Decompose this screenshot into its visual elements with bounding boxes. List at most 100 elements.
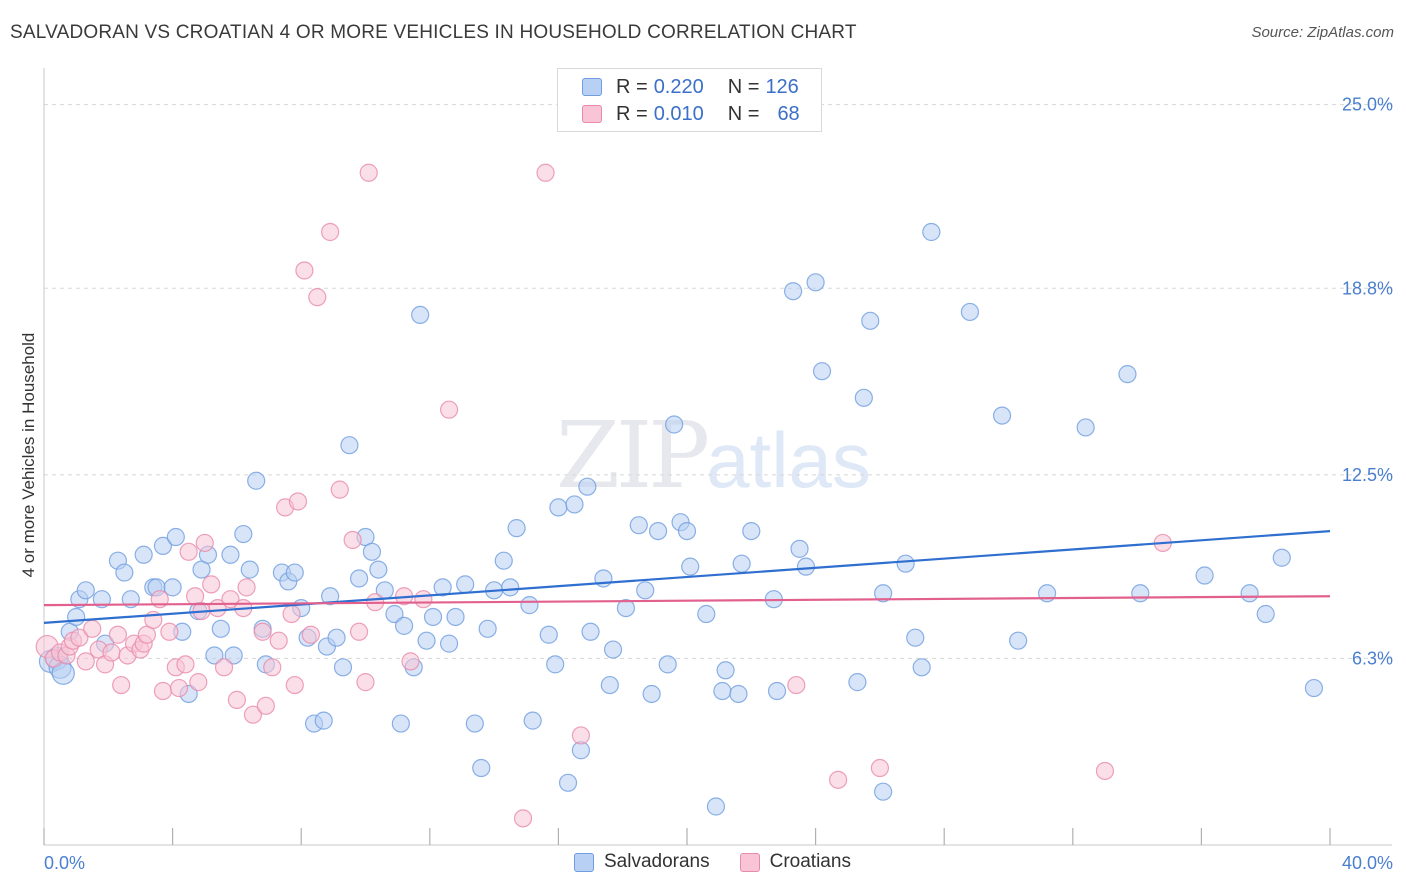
y-tick-label: 25.0%	[1342, 95, 1393, 115]
data-point	[665, 415, 684, 434]
data-point	[812, 362, 832, 381]
data-point	[565, 495, 584, 514]
data-point	[83, 619, 102, 638]
data-point	[76, 581, 95, 600]
data-point	[456, 575, 475, 594]
data-point	[414, 590, 433, 609]
data-point	[648, 521, 668, 541]
data-point	[806, 273, 825, 292]
data-point	[189, 673, 208, 692]
data-point	[767, 681, 787, 701]
data-point	[697, 604, 716, 624]
data-point	[677, 521, 697, 541]
data-point	[558, 773, 578, 792]
data-point	[340, 436, 359, 455]
data-point	[549, 498, 568, 517]
data-point	[787, 675, 806, 695]
data-point	[67, 607, 86, 627]
data-point	[520, 596, 539, 615]
data-point	[285, 675, 304, 695]
data-point	[417, 631, 436, 650]
data-point	[742, 521, 761, 541]
data-point	[295, 261, 314, 280]
data-point	[288, 492, 308, 511]
data-point	[642, 684, 661, 704]
tick-labels: 6.3% 12.5% 18.8% 25.0% 0.0% 40.0%	[44, 95, 1393, 873]
data-point	[169, 678, 189, 698]
data-point	[829, 770, 848, 789]
data-point	[301, 625, 320, 644]
data-point	[1095, 761, 1115, 781]
data-point	[629, 516, 648, 535]
legend-n-label: N =	[727, 102, 760, 125]
watermark-atlas: atlas	[706, 416, 871, 504]
y-tick-label: 6.3%	[1352, 648, 1393, 668]
data-point	[253, 622, 272, 641]
data-point	[369, 560, 388, 579]
bottom-swatch-salvadorans	[574, 852, 594, 872]
y-tick-label: 18.8%	[1342, 278, 1393, 298]
data-point	[783, 282, 803, 301]
data-point	[394, 616, 414, 635]
data-point	[163, 578, 182, 597]
data-point	[848, 673, 867, 692]
data-point	[356, 673, 375, 692]
data-point	[333, 658, 353, 677]
data-point	[240, 560, 259, 579]
data-point	[716, 661, 735, 680]
data-point	[1304, 678, 1324, 698]
y-axis-label: 4 or more Vehicles in Household	[19, 333, 38, 578]
data-point	[616, 598, 636, 618]
data-point	[523, 711, 542, 730]
data-point	[603, 640, 623, 659]
x-tick-label: 0.0%	[44, 853, 85, 873]
data-point	[385, 604, 404, 624]
data-point	[285, 563, 304, 582]
data-point	[108, 625, 128, 644]
legend-n-label: N =	[727, 75, 760, 98]
data-point	[571, 726, 591, 745]
data-point	[411, 305, 430, 325]
data-point	[134, 545, 153, 564]
data-point	[636, 581, 655, 600]
data-point	[70, 628, 89, 647]
trend-lines	[43, 529, 1331, 624]
data-point	[343, 530, 362, 550]
bottom-swatch-croatians	[739, 852, 760, 872]
data-point	[308, 288, 327, 307]
data-point	[433, 578, 452, 597]
data-point	[153, 536, 173, 555]
data-point	[494, 551, 513, 570]
data-point	[327, 628, 346, 647]
data-point	[321, 222, 340, 242]
data-point	[729, 684, 748, 704]
data-point	[247, 471, 266, 490]
data-point	[214, 658, 234, 677]
data-point	[658, 655, 677, 674]
data-point	[439, 400, 459, 419]
data-point	[115, 563, 134, 582]
data-point	[1256, 604, 1275, 624]
source-label: Source: ZipAtlas.com	[1251, 24, 1394, 41]
data-point	[234, 524, 253, 544]
data-point	[1009, 631, 1028, 650]
axes	[43, 68, 1392, 846]
data-point	[713, 681, 732, 701]
data-point	[600, 675, 619, 695]
data-point	[870, 758, 890, 778]
data-point	[112, 675, 131, 695]
data-point	[243, 705, 263, 724]
data-point	[992, 406, 1012, 425]
data-point	[423, 607, 443, 627]
data-point	[706, 797, 726, 816]
data-point	[790, 539, 809, 558]
data-point	[1118, 365, 1137, 384]
data-point	[76, 652, 95, 671]
data-point	[796, 557, 816, 576]
chart-title: SALVADORAN VS CROATIAN 4 OR MORE VEHICLE…	[10, 22, 857, 43]
data-point	[314, 711, 333, 730]
data-point	[205, 646, 224, 665]
data-point	[269, 631, 288, 650]
data-point	[1195, 566, 1214, 585]
legend-r-value: 0.220	[653, 75, 704, 98]
